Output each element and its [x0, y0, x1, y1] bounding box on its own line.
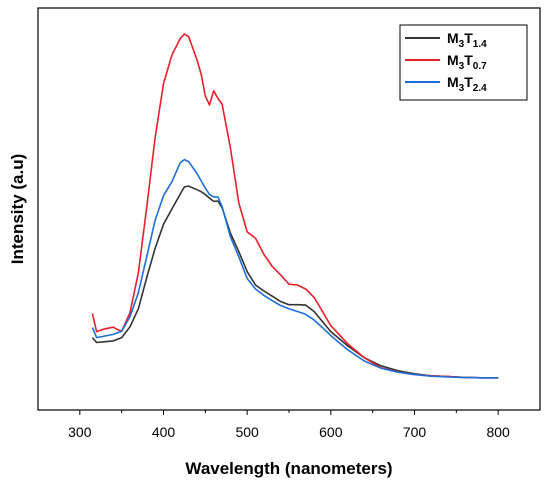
- x-tick-label: 500: [235, 424, 259, 440]
- y-axis-label: Intensity (a.u): [8, 154, 27, 265]
- x-tick-label: 600: [319, 424, 343, 440]
- series-line-m3t1-4: [91, 185, 499, 379]
- x-tick-label: 700: [403, 424, 427, 440]
- series-layer: [91, 33, 499, 379]
- x-tick-label: 300: [68, 424, 92, 440]
- legend-box: [399, 24, 528, 101]
- x-axis-ticks: 300 400 500 600 700 800: [68, 410, 510, 440]
- x-tick-label: 400: [152, 424, 176, 440]
- x-tick-label: 800: [486, 424, 510, 440]
- legend-label: M3T2.4: [447, 74, 487, 94]
- series-line-m3t2-4: [91, 158, 499, 379]
- legend-label: M3T1.4: [447, 30, 487, 50]
- x-axis-label: Wavelength (nanometers): [185, 459, 392, 478]
- series-line-m3t0-7: [91, 33, 499, 379]
- legend-label: M3T0.7: [447, 52, 487, 72]
